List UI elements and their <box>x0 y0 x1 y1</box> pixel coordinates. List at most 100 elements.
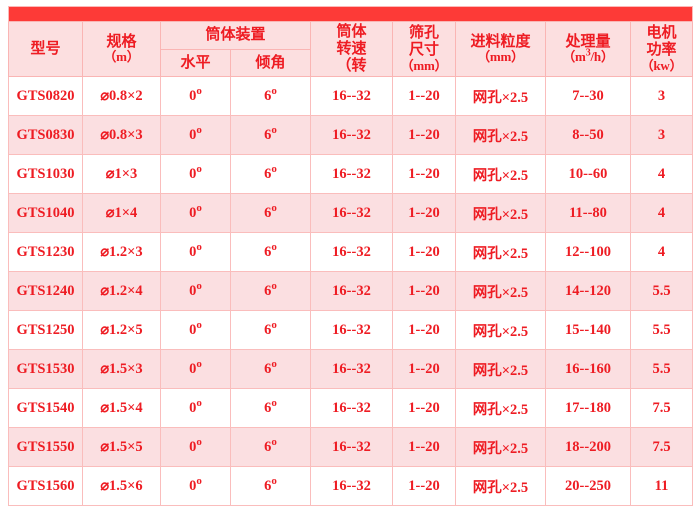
table-row: GTS0820 ⌀0.8×2 0o 6o 16--32 1--20 网孔×2.5 7--30 3 <box>8 76 694 117</box>
cell-model: GTS0820 <box>8 76 83 117</box>
table-row: GTS0830 ⌀0.8×3 0o 6o 16--32 1--20 网孔×2.5 8--50 3 <box>8 115 694 156</box>
degree-symbol: o <box>271 241 277 254</box>
table-row: GTS1550 ⌀1.5×5 0o 6o 16--32 1--20 网孔×2.5 18--20… <box>8 427 694 468</box>
cell-model: GTS1550 <box>8 427 83 468</box>
degree-symbol: o <box>196 163 202 176</box>
table-row: GTS1040 ⌀1×4 0o 6o 16--32 1--20 网孔×2.5 11--80 4 <box>8 193 694 234</box>
cell-spec: ⌀1.5×3 <box>82 349 161 390</box>
cell-feed: 网孔×2.5 <box>455 193 546 234</box>
cell-sieve: 1--20 <box>392 349 456 390</box>
cell-horizontal: 0o <box>160 154 231 195</box>
cell-speed: 16--32 <box>310 76 393 117</box>
cell-power: 11 <box>629 466 694 507</box>
cell-speed: 16--32 <box>310 232 393 273</box>
cell-spec: ⌀0.8×2 <box>82 76 161 117</box>
cell-power: 3 <box>629 115 694 156</box>
cell-feed: 网孔×2.5 <box>455 349 546 390</box>
cell-sieve: 1--20 <box>392 310 456 351</box>
header-feed-size-unit: （mm） <box>477 49 524 65</box>
accent-bar-row <box>7 6 694 22</box>
cell-incline: 6o <box>230 154 311 195</box>
degree-symbol: o <box>271 124 277 137</box>
cell-horizontal: 0o <box>160 193 231 234</box>
header-power-unit: （kw） <box>640 57 683 73</box>
cell-speed: 16--32 <box>310 388 393 429</box>
cell-sieve: 1--20 <box>392 154 456 195</box>
cell-capacity: 16--160 <box>545 349 631 390</box>
cell-model: GTS1250 <box>8 310 83 351</box>
cell-capacity: 17--180 <box>545 388 631 429</box>
degree-symbol: o <box>271 397 277 410</box>
degree-symbol: o <box>271 436 277 449</box>
table-row: GTS1030 ⌀1×3 0o 6o 16--32 1--20 网孔×2.5 10--60 4 <box>8 154 694 195</box>
cell-speed: 16--32 <box>310 154 393 195</box>
header-power-line2: 功率 <box>646 41 677 58</box>
cell-feed: 网孔×2.5 <box>455 271 546 312</box>
cell-feed: 网孔×2.5 <box>455 466 546 507</box>
table-row: GTS1230 ⌀1.2×3 0o 6o 16--32 1--20 网孔×2.5 12--10… <box>8 232 694 273</box>
cell-horizontal: 0o <box>160 349 231 390</box>
cell-model: GTS1560 <box>8 466 83 507</box>
cell-model: GTS1040 <box>8 193 83 234</box>
header-capacity-unit-sup: 3 <box>585 47 591 59</box>
degree-symbol: o <box>271 319 277 332</box>
cell-spec: ⌀0.8×3 <box>82 115 161 156</box>
cell-spec: ⌀1.5×6 <box>82 466 161 507</box>
cell-horizontal: 0o <box>160 388 231 429</box>
header-sieve-line1: 筛孔 <box>408 25 439 42</box>
cell-incline: 6o <box>230 388 311 429</box>
header-speed-line1: 筒体 <box>336 24 367 40</box>
header-row-secondary: 水平 倾角 <box>9 48 693 78</box>
degree-symbol: o <box>271 475 277 488</box>
cell-power: 7.5 <box>629 388 694 429</box>
header-spec-label: 规格 <box>106 33 137 50</box>
cell-feed: 网孔×2.5 <box>455 154 546 195</box>
cell-feed: 网孔×2.5 <box>455 115 546 156</box>
header-horizontal: 水平 <box>160 48 231 78</box>
specification-table: 型号 规格 （m） 筒体装置 筒体 转速 （转 筛孔 尺寸 （mm） 进料粒度 <box>7 6 694 507</box>
cell-speed: 16--32 <box>310 271 393 312</box>
cell-capacity: 12--100 <box>545 232 631 273</box>
cell-capacity: 11--80 <box>545 193 631 234</box>
cell-spec: ⌀1.5×4 <box>82 388 161 429</box>
cell-speed: 16--32 <box>310 310 393 351</box>
header-speed-line2: 转速 <box>336 40 367 57</box>
cell-model: GTS1230 <box>8 232 83 273</box>
header-sieve-unit: （mm） <box>400 57 448 73</box>
cell-incline: 6o <box>230 115 311 156</box>
degree-symbol: o <box>271 280 277 293</box>
table-row: GTS1530 ⌀1.5×3 0o 6o 16--32 1--20 网孔×2.5 16--16… <box>8 349 694 390</box>
header-capacity-unit: （m3/h） <box>547 47 629 65</box>
cell-speed: 16--32 <box>310 193 393 234</box>
cell-power: 4 <box>629 193 694 234</box>
cell-feed: 网孔×2.5 <box>455 232 546 273</box>
cell-model: GTS1540 <box>8 388 83 429</box>
cell-feed: 网孔×2.5 <box>455 388 546 429</box>
cell-sieve: 1--20 <box>392 388 456 429</box>
header-speed-line3: （转 <box>336 57 367 74</box>
cell-model: GTS1030 <box>8 154 83 195</box>
degree-symbol: o <box>271 85 277 98</box>
table-body: GTS0820 ⌀0.8×2 0o 6o 16--32 1--20 网孔×2.5 7--30 3… <box>8 76 694 507</box>
cell-spec: ⌀1×4 <box>82 193 161 234</box>
cell-horizontal: 0o <box>160 232 231 273</box>
header-speed: 筒体 转速 （转 <box>310 20 393 78</box>
degree-symbol: o <box>271 163 277 176</box>
table-row: GTS1560 ⌀1.5×6 0o 6o 16--32 1--20 网孔×2.5 20--25… <box>8 466 694 507</box>
header-sieve: 筛孔 尺寸 （mm） <box>392 20 456 78</box>
cell-incline: 6o <box>230 271 311 312</box>
degree-symbol: o <box>196 124 202 137</box>
header-capacity: 处理量 （m3/h） <box>545 20 631 78</box>
cell-speed: 16--32 <box>310 115 393 156</box>
cell-incline: 6o <box>230 193 311 234</box>
cell-capacity: 18--200 <box>545 427 631 468</box>
header-sieve-line2: 尺寸 <box>408 41 439 58</box>
cell-spec: ⌀1×3 <box>82 154 161 195</box>
header-row-primary: 型号 规格 （m） 筒体装置 筒体 转速 （转 筛孔 尺寸 （mm） 进料粒度 <box>8 20 694 78</box>
cell-capacity: 20--250 <box>545 466 631 507</box>
accent-bar <box>7 6 694 22</box>
cell-power: 4 <box>629 154 694 195</box>
degree-symbol: o <box>196 358 202 371</box>
cell-incline: 6o <box>230 466 311 507</box>
cell-model: GTS0830 <box>8 115 83 156</box>
